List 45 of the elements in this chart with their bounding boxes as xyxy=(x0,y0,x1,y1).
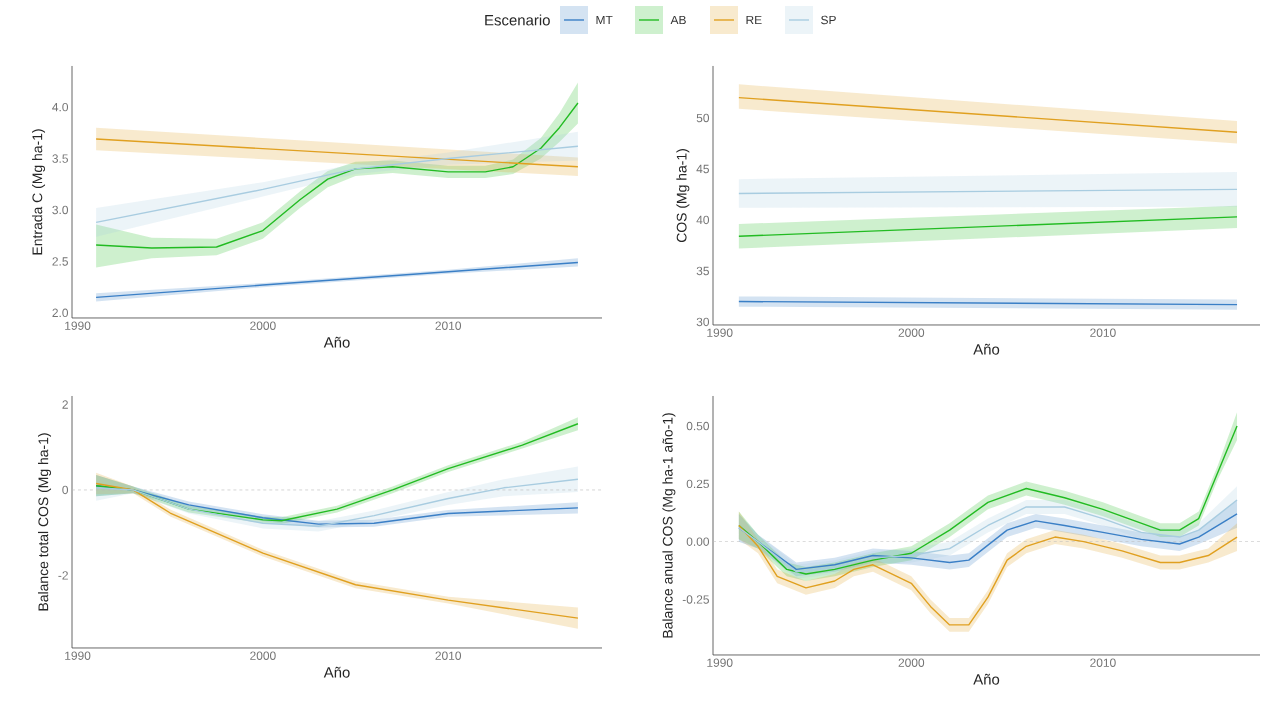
x-tick-label: 2000 xyxy=(250,321,276,330)
y-tick-label: 0 xyxy=(62,485,69,495)
x-tick-label: 1990 xyxy=(707,328,733,337)
y-tick-label: 35 xyxy=(696,266,709,276)
y-tick-label: 2.0 xyxy=(52,308,69,318)
x-tick-label: 1990 xyxy=(707,658,733,667)
x-tick-label: 2010 xyxy=(435,651,462,660)
x-axis-title: Año xyxy=(973,673,1000,685)
y-tick-label: 50 xyxy=(696,113,710,123)
y-tick-label: 0.00 xyxy=(686,537,710,546)
legend-label: MT xyxy=(596,15,613,25)
line-series xyxy=(95,102,579,249)
x-tick-label: 1990 xyxy=(65,651,91,660)
line-series xyxy=(95,145,579,224)
y-tick-label: -2 xyxy=(58,571,68,580)
x-tick-label: 2000 xyxy=(898,658,925,667)
x-tick-label: 2010 xyxy=(1090,658,1116,667)
y-axis-title: Balance anual COS (Mg ha-1 año-1) xyxy=(662,413,676,638)
x-axis-title: Año xyxy=(323,336,350,348)
y-tick-label: 0.50 xyxy=(686,421,710,431)
legend-label: SP xyxy=(821,15,836,25)
y-tick-label: 2.5 xyxy=(52,257,68,266)
y-axis-title: COS (Mg ha-1) xyxy=(676,149,690,243)
x-tick-label: 2000 xyxy=(250,651,276,660)
y-tick-label: 40 xyxy=(696,215,710,225)
y-tick-label: 3.5 xyxy=(52,154,68,163)
x-tick-label: 1990 xyxy=(65,321,91,330)
x-tick-label: 2000 xyxy=(898,328,925,337)
y-tick-label: 3.0 xyxy=(52,205,69,215)
legend-label: AB xyxy=(670,15,686,25)
y-tick-label: -0.25 xyxy=(682,595,709,604)
y-tick-label: 2 xyxy=(62,400,68,409)
y-axis-title: Entrada C (Mg ha-1) xyxy=(32,129,46,255)
legend-label: RE xyxy=(746,15,762,25)
y-tick-label: 45 xyxy=(696,164,709,174)
x-axis-title: Año xyxy=(973,343,1000,355)
y-tick-label: 4.0 xyxy=(52,102,69,112)
y-tick-label: 0.25 xyxy=(686,479,709,489)
legend-title: Escenario xyxy=(485,14,550,26)
x-tick-label: 2010 xyxy=(1090,328,1116,337)
y-tick-label: 30 xyxy=(696,317,710,327)
line-series xyxy=(738,524,1238,626)
y-axis-title: Balance total COS (Mg ha-1) xyxy=(38,433,52,611)
x-tick-label: 2010 xyxy=(435,321,462,330)
x-axis-title: Año xyxy=(323,666,350,678)
